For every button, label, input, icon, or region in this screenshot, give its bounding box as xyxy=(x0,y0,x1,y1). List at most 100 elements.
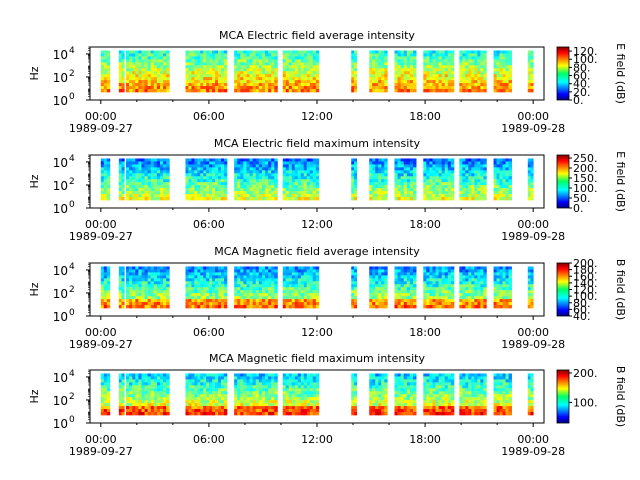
spectrogram-cell xyxy=(375,269,379,273)
x-date-label: 1989-09-27 xyxy=(69,338,133,351)
spectrogram-cell xyxy=(384,59,388,63)
spectrogram-cell xyxy=(215,394,219,398)
spectrogram-cell xyxy=(194,161,198,165)
spectrogram-cell xyxy=(312,284,317,288)
spectrogram-cell xyxy=(255,59,260,63)
spectrogram-cell xyxy=(465,74,469,78)
spectrogram-cell xyxy=(468,71,472,75)
spectrogram-cell xyxy=(268,167,272,171)
spectrogram-cell xyxy=(441,83,446,87)
spectrogram-cell xyxy=(459,284,463,288)
spectrogram-cell xyxy=(474,164,478,168)
spectrogram-cell xyxy=(384,167,388,171)
spectrogram-cell xyxy=(150,170,155,174)
spectrogram-cell xyxy=(212,194,216,198)
spectrogram-cell xyxy=(441,161,446,165)
spectrogram-cell xyxy=(106,164,111,168)
spectrogram-cell xyxy=(246,182,250,186)
spectrogram-cell xyxy=(271,56,275,60)
spectrogram-cell xyxy=(268,287,272,291)
spectrogram-cell xyxy=(444,266,449,270)
spectrogram-cell xyxy=(265,164,269,168)
spectrogram-cell xyxy=(477,185,481,189)
spectrogram-cell xyxy=(221,391,225,395)
spectrogram-cell xyxy=(508,80,512,84)
spectrogram-cell xyxy=(218,191,222,195)
spectrogram-cell xyxy=(403,185,408,189)
spectrogram-cell xyxy=(191,68,195,72)
spectrogram-cell xyxy=(237,56,241,60)
spectrogram-cell xyxy=(300,71,305,75)
spectrogram-cell xyxy=(274,53,278,57)
spectrogram-cell xyxy=(268,281,272,285)
spectrogram-cell xyxy=(441,182,446,186)
spectrogram-cell xyxy=(462,167,466,171)
spectrogram-cell xyxy=(215,284,219,288)
spectrogram-cell xyxy=(132,80,136,84)
spectrogram-cell xyxy=(312,74,317,78)
spectrogram-cell xyxy=(285,188,290,192)
spectrogram-cell xyxy=(249,59,254,63)
spectrogram-cell xyxy=(261,170,266,174)
spectrogram-cell xyxy=(141,293,145,297)
spectrogram-cell xyxy=(291,173,296,177)
spectrogram-cell xyxy=(306,185,311,189)
spectrogram-cell xyxy=(438,65,443,69)
spectrogram-cell xyxy=(423,86,427,90)
spectrogram-cell xyxy=(188,74,192,78)
spectrogram-cell xyxy=(212,176,216,180)
spectrogram-cell xyxy=(271,299,275,303)
spectrogram-cell xyxy=(477,53,481,57)
y-tick-exponent: 4 xyxy=(69,46,75,56)
spectrogram-cell xyxy=(353,59,358,63)
spectrogram-cell xyxy=(135,296,139,300)
spectrogram-cell xyxy=(221,182,225,186)
spectrogram-cell xyxy=(166,173,170,177)
spectrogram-cell xyxy=(223,179,228,183)
spectrogram-cell xyxy=(221,65,225,69)
spectrogram-cell xyxy=(309,284,314,288)
spectrogram-cell xyxy=(499,83,503,87)
spectrogram-cell xyxy=(100,194,105,198)
spectrogram-cell xyxy=(200,191,204,195)
spectrogram-cell xyxy=(255,176,260,180)
spectrogram-cell xyxy=(496,293,500,297)
spectrogram-cell xyxy=(160,293,164,297)
spectrogram-cell xyxy=(423,50,427,54)
spectrogram-cell xyxy=(508,296,512,300)
spectrogram-cell xyxy=(426,170,430,174)
spectrogram-cell xyxy=(194,281,198,285)
spectrogram-cell xyxy=(185,397,189,401)
spectrogram-cell xyxy=(271,50,275,54)
spectrogram-cell xyxy=(403,50,408,54)
spectrogram-cell xyxy=(282,191,287,195)
spectrogram-cell xyxy=(197,185,201,189)
spectrogram-cell xyxy=(141,86,145,90)
spectrogram-cell xyxy=(103,167,108,171)
spectrogram-cell xyxy=(527,71,531,75)
spectrogram-cell xyxy=(203,50,207,54)
spectrogram-cell xyxy=(409,278,414,282)
spectrogram-cell xyxy=(306,59,311,63)
spectrogram-cell xyxy=(118,194,122,198)
spectrogram-cell xyxy=(206,272,210,276)
spectrogram-cell xyxy=(197,299,201,303)
spectrogram-cell xyxy=(160,83,164,87)
spectrogram-cell xyxy=(375,196,379,201)
spectrogram-cell xyxy=(100,302,105,306)
spectrogram-cell xyxy=(309,88,314,93)
spectrogram-cell xyxy=(381,56,385,60)
spectrogram-cell xyxy=(243,62,247,66)
spectrogram-cell xyxy=(218,290,222,294)
spectrogram-cell xyxy=(197,161,201,165)
spectrogram-cell xyxy=(406,304,411,309)
spectrogram-cell xyxy=(499,68,503,72)
spectrogram-cell xyxy=(132,388,136,392)
spectrogram-cell xyxy=(480,77,484,81)
spectrogram-cell xyxy=(197,293,201,297)
spectrogram-cell xyxy=(423,185,427,189)
spectrogram-cell xyxy=(441,266,446,270)
spectrogram-cell xyxy=(285,173,290,177)
spectrogram-cell xyxy=(435,191,439,195)
spectrogram-cell xyxy=(441,287,446,291)
